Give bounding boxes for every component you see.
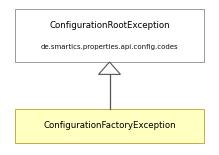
- Polygon shape: [99, 62, 120, 74]
- Text: ConfigurationFactoryException: ConfigurationFactoryException: [43, 121, 176, 130]
- Text: ConfigurationRootException: ConfigurationRootException: [49, 21, 170, 30]
- Bar: [15, 108, 204, 143]
- Text: de.smartics.properties.api.config.codes: de.smartics.properties.api.config.codes: [41, 44, 178, 50]
- Bar: [15, 9, 204, 62]
